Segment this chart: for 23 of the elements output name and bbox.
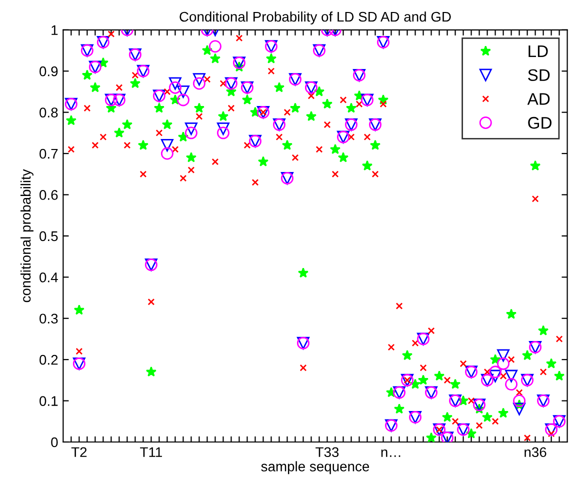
- legend-label: SD: [528, 69, 550, 81]
- y-tick-label: 0.4: [40, 272, 58, 282]
- legend-label: AD: [527, 93, 550, 105]
- x-tick-label: n…: [381, 449, 400, 457]
- y-tick-label: 0: [51, 437, 58, 448]
- x-tick-label: n36: [524, 447, 546, 458]
- y-tick-label: 0.9: [40, 66, 58, 76]
- y-tick-label: 0.8: [40, 108, 58, 118]
- x-tick-label: T33: [316, 447, 339, 458]
- x-axis-title: sample sequence: [261, 461, 370, 474]
- y-tick-label: 1: [52, 25, 58, 35]
- x-tick-label: T2: [71, 447, 87, 457]
- legend-label: GD: [528, 116, 552, 129]
- y-tick-label: 0.6: [40, 190, 58, 200]
- y-tick-label: 0.3: [40, 314, 58, 324]
- legend-label: LD: [528, 45, 548, 57]
- y-tick-label: 0.7: [40, 148, 58, 159]
- y-tick-label: 0.5: [40, 231, 58, 242]
- y-tick-label: 0.2: [40, 354, 58, 365]
- x-tick-label: T11: [140, 447, 162, 457]
- y-axis-title: conditional probability: [20, 169, 34, 302]
- chart-title: Conditional Probability of LD SD AD and GD: [180, 11, 451, 24]
- y-tick-label: 0.1: [40, 396, 58, 406]
